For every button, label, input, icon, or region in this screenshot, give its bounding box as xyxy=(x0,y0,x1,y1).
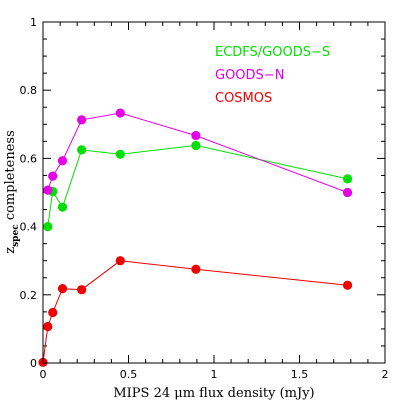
y-tick-label: 0.2 xyxy=(20,289,38,302)
data-point xyxy=(48,171,58,181)
tick-labels: 0 0.5 1 1.5 2 0 0.2 0.4 0.6 0.8 1 xyxy=(20,16,389,381)
y-tick-label: 0.8 xyxy=(20,84,38,97)
y-tick-label: 1 xyxy=(30,16,37,29)
legend-entry: COSMOS xyxy=(215,91,272,106)
x-axis-title: MIPS 24 μm flux density (mJy) xyxy=(113,386,314,401)
data-point xyxy=(77,115,87,125)
y-axis-title-rest: completeness xyxy=(3,130,18,224)
series-2 xyxy=(38,256,353,367)
data-point xyxy=(57,156,68,166)
x-tick-label: 0.5 xyxy=(120,368,138,381)
data-point xyxy=(43,185,53,195)
y-axis-title: zspec completeness xyxy=(3,130,21,254)
y-tick-label: 0.4 xyxy=(20,221,38,234)
x-tick-label: 2 xyxy=(382,368,389,381)
data-point xyxy=(43,321,53,332)
y-axis-title-subscript: spec xyxy=(11,224,21,247)
x-tick-label: 0 xyxy=(40,368,47,381)
series-1 xyxy=(43,108,353,198)
data-point xyxy=(115,149,125,159)
data-point xyxy=(48,307,58,318)
data-point xyxy=(115,256,125,266)
data-point xyxy=(43,222,53,232)
y-tick-label: 0 xyxy=(30,357,37,370)
series-line xyxy=(47,144,348,227)
legend-entry: GOODS−N xyxy=(215,68,284,83)
plot-frame xyxy=(42,21,386,364)
legend: ECDFS/GOODS−S GOODS−N COSMOS xyxy=(215,45,330,106)
data-point xyxy=(191,140,201,151)
y-axis-title-base: z xyxy=(3,247,18,254)
data-point xyxy=(77,145,87,155)
data-point xyxy=(115,108,125,118)
axis-ticks xyxy=(42,21,386,364)
data-point xyxy=(342,174,353,184)
y-tick-label: 0.6 xyxy=(20,152,38,165)
data-point xyxy=(342,187,353,198)
data-point xyxy=(191,130,201,141)
plot-series xyxy=(38,108,353,367)
series-0 xyxy=(43,140,353,232)
legend-entry: ECDFS/GOODS−S xyxy=(215,45,330,60)
x-tick-label: 1.5 xyxy=(291,368,309,381)
data-point xyxy=(191,264,201,274)
series-line xyxy=(47,112,348,193)
data-point xyxy=(77,285,87,295)
data-point xyxy=(57,284,68,294)
series-line xyxy=(42,260,348,363)
data-point xyxy=(57,202,68,212)
data-point xyxy=(342,280,353,290)
x-tick-label: 1 xyxy=(211,368,218,381)
